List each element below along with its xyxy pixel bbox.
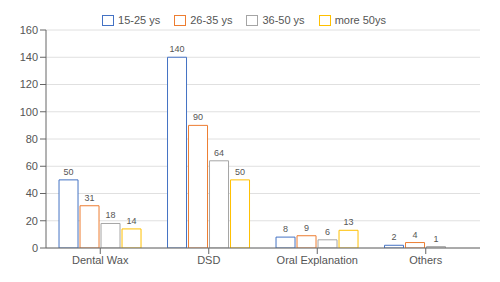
svg-text:6: 6 (325, 227, 330, 237)
svg-text:64: 64 (214, 148, 224, 158)
svg-text:80: 80 (26, 133, 38, 145)
svg-text:8: 8 (283, 224, 288, 234)
svg-text:DSD: DSD (197, 254, 220, 266)
svg-text:140: 140 (20, 51, 38, 63)
svg-text:160: 160 (20, 24, 38, 36)
svg-text:50: 50 (235, 167, 245, 177)
html-text:26-35 ys: 26-35 ys (190, 14, 233, 26)
svg-text:18: 18 (106, 210, 116, 220)
svg-text:140: 140 (170, 44, 185, 54)
svg-text:20: 20 (26, 215, 38, 227)
svg-text:1: 1 (434, 234, 439, 244)
svg-text:4: 4 (413, 230, 418, 240)
svg-text:Others: Others (409, 254, 443, 266)
svg-text:14: 14 (127, 216, 137, 226)
svg-text:13: 13 (344, 217, 354, 227)
svg-text:90: 90 (193, 112, 203, 122)
svg-text:40: 40 (26, 187, 38, 199)
html-text:36-50 ys: 36-50 ys (262, 14, 305, 26)
svg-text:50: 50 (64, 167, 74, 177)
svg-text:60: 60 (26, 160, 38, 172)
svg-text:9: 9 (304, 223, 309, 233)
svg-text:Oral Explanation: Oral Explanation (277, 254, 358, 266)
svg-text:0: 0 (32, 242, 38, 254)
html-text:15-25 ys: 15-25 ys (118, 14, 161, 26)
svg-text:Dental Wax: Dental Wax (72, 254, 129, 266)
svg-text:100: 100 (20, 106, 38, 118)
html-text:more 50ys: more 50ys (334, 14, 386, 26)
svg-text:2: 2 (392, 232, 397, 242)
svg-text:120: 120 (20, 78, 38, 90)
svg-text:31: 31 (85, 193, 95, 203)
